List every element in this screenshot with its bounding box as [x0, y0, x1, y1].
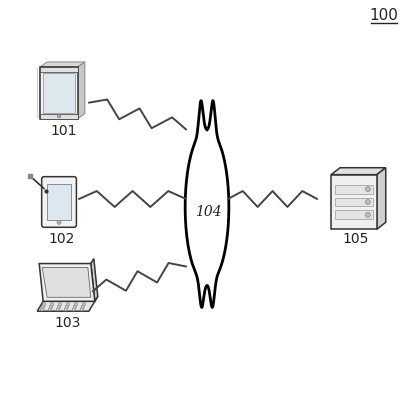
- Polygon shape: [78, 62, 85, 119]
- Circle shape: [42, 303, 46, 306]
- Circle shape: [66, 303, 70, 306]
- Bar: [335, 197, 373, 206]
- Bar: [40, 67, 78, 72]
- Polygon shape: [43, 296, 98, 301]
- Circle shape: [80, 307, 84, 311]
- Polygon shape: [185, 100, 229, 307]
- Polygon shape: [39, 264, 95, 301]
- Circle shape: [365, 200, 370, 204]
- Circle shape: [73, 305, 77, 308]
- Circle shape: [82, 303, 86, 306]
- Circle shape: [64, 307, 68, 311]
- Polygon shape: [331, 168, 386, 175]
- Circle shape: [40, 307, 44, 311]
- Circle shape: [65, 305, 69, 308]
- Polygon shape: [91, 258, 98, 301]
- Bar: [43, 73, 75, 113]
- Circle shape: [56, 307, 60, 311]
- Polygon shape: [42, 268, 91, 297]
- Text: 102: 102: [49, 232, 75, 246]
- Text: 100: 100: [369, 8, 398, 23]
- Bar: [331, 175, 377, 229]
- Circle shape: [81, 305, 85, 308]
- Circle shape: [50, 303, 54, 306]
- Circle shape: [41, 305, 45, 308]
- Bar: [40, 114, 78, 119]
- Polygon shape: [37, 301, 95, 311]
- Bar: [335, 210, 373, 220]
- Circle shape: [48, 307, 52, 311]
- Bar: [335, 185, 373, 193]
- Circle shape: [365, 212, 370, 218]
- Circle shape: [365, 187, 370, 191]
- Bar: [40, 67, 78, 119]
- Circle shape: [72, 307, 76, 311]
- FancyBboxPatch shape: [42, 177, 77, 227]
- Circle shape: [58, 303, 62, 306]
- Circle shape: [57, 220, 61, 224]
- Polygon shape: [377, 168, 386, 229]
- Circle shape: [57, 114, 61, 118]
- Text: 104: 104: [195, 205, 221, 219]
- Text: 101: 101: [51, 123, 77, 137]
- Circle shape: [57, 305, 61, 308]
- Polygon shape: [40, 62, 85, 67]
- Text: 103: 103: [55, 316, 81, 330]
- Circle shape: [50, 305, 53, 308]
- Text: 105: 105: [343, 232, 369, 246]
- Circle shape: [74, 303, 78, 306]
- Bar: [47, 184, 71, 220]
